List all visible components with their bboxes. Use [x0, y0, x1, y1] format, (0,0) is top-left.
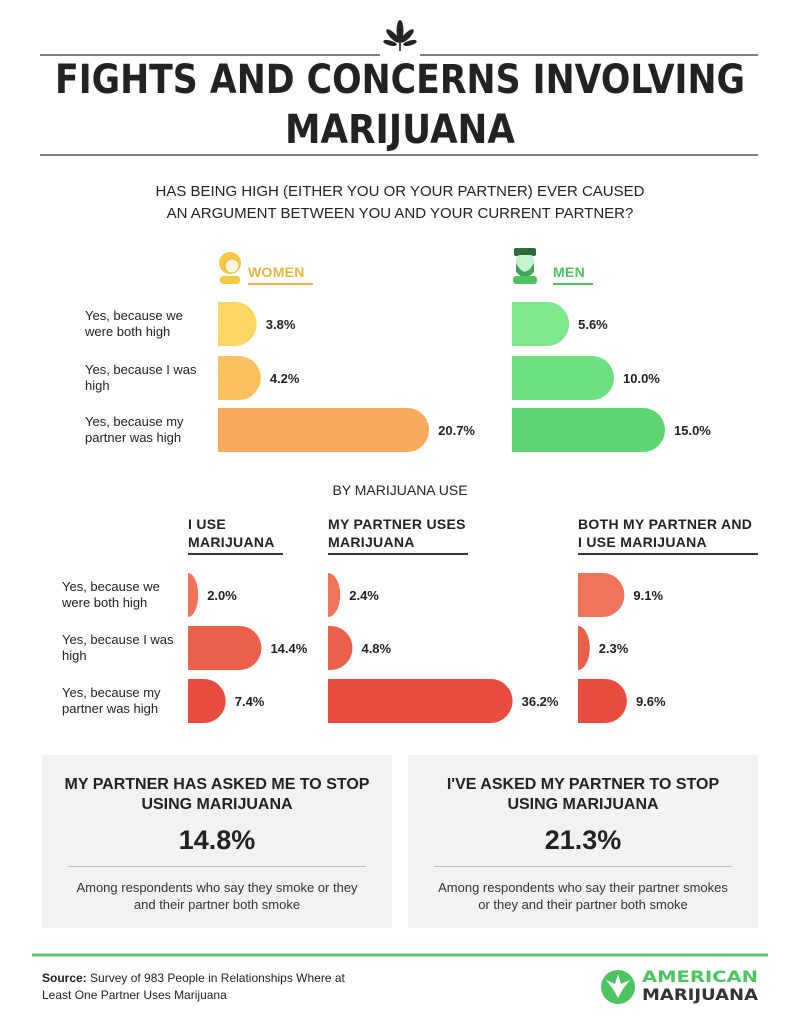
value-label: 4.8%	[361, 641, 391, 656]
stat-title: I'VE ASKED MY PARTNER TO STOP USING MARI…	[446, 776, 720, 813]
category-label: Yes, because I was high	[62, 632, 174, 663]
title-line: FIGHTS AND CONCERNS INVOLVING	[55, 57, 745, 103]
chart-title: I USE MARIJUANA	[188, 515, 283, 555]
bar	[578, 679, 627, 723]
category-label: Yes, because my partner was high	[85, 414, 184, 445]
stat-box: I'VE ASKED MY PARTNER TO STOP USING MARI…	[408, 755, 758, 928]
stat-rule	[434, 866, 732, 867]
value-label: 10.0%	[623, 371, 660, 386]
value-label: 5.6%	[578, 317, 608, 332]
bar	[218, 302, 257, 346]
bar	[188, 573, 199, 617]
logo-text: AMERICAN	[642, 967, 758, 986]
value-label: 14.4%	[270, 641, 307, 656]
stat-title: MY PARTNER HAS ASKED ME TO STOP USING MA…	[64, 776, 370, 813]
section-label: BY MARIJUANA USE	[332, 482, 467, 498]
bar	[578, 573, 625, 617]
bar	[328, 626, 353, 670]
value-label: 3.8%	[266, 317, 296, 332]
leaf-icon	[383, 20, 417, 51]
value-label: 9.6%	[636, 694, 666, 709]
value-label: 15.0%	[674, 423, 711, 438]
bar	[328, 573, 341, 617]
value-label: 2.4%	[349, 588, 379, 603]
value-label: 2.0%	[207, 588, 237, 603]
bar	[578, 626, 590, 670]
bar	[218, 408, 430, 452]
category-label: Yes, because we were both high	[62, 579, 160, 610]
bar	[218, 356, 261, 400]
logo-text: MARIJUANA	[642, 985, 759, 1004]
value-label: 20.7%	[438, 423, 475, 438]
chart-title: MEN	[553, 263, 594, 285]
stat-note: Among respondents who say their partner …	[438, 880, 728, 912]
stat-value: 14.8%	[178, 825, 256, 855]
value-label: 9.1%	[633, 588, 663, 603]
bar	[328, 679, 513, 723]
stat-rule	[68, 866, 366, 867]
stat-note: Among respondents who say they smoke or …	[76, 880, 358, 912]
title-line: MARIJUANA	[285, 107, 515, 153]
chart-title: BOTH MY PARTNER AND I USE MARIJUANA	[578, 515, 758, 555]
chart-title: MY PARTNER USES MARIJUANA	[328, 515, 468, 555]
source-text: Survey of 983 People in Relationships Wh…	[42, 971, 345, 1002]
stat-box: MY PARTNER HAS ASKED ME TO STOP USING MA…	[42, 755, 392, 928]
value-label: 7.4%	[235, 694, 265, 709]
question-line: AN ARGUMENT BETWEEN YOU AND YOUR CURRENT…	[167, 205, 634, 222]
category-label: Yes, because we were both high	[85, 308, 183, 339]
bar	[512, 302, 570, 346]
man-icon	[513, 248, 537, 284]
category-label: Yes, because I was high	[85, 362, 197, 393]
category-label: Yes, because my partner was high	[62, 685, 161, 716]
source: Source: Survey of 983 People in Relation…	[42, 970, 372, 1004]
value-label: 2.3%	[599, 641, 629, 656]
bar	[188, 626, 262, 670]
bar	[512, 408, 665, 452]
value-label: 36.2%	[522, 694, 559, 709]
stat-value: 21.3%	[544, 825, 622, 855]
chart-title: WOMEN	[248, 263, 313, 285]
question-line: HAS BEING HIGH (EITHER YOU OR YOUR PARTN…	[156, 183, 645, 200]
bar	[188, 679, 226, 723]
value-label: 4.2%	[270, 371, 300, 386]
source-label: Source:	[42, 971, 87, 985]
woman-icon	[219, 252, 241, 284]
logo-icon	[601, 970, 635, 1004]
bar	[512, 356, 614, 400]
